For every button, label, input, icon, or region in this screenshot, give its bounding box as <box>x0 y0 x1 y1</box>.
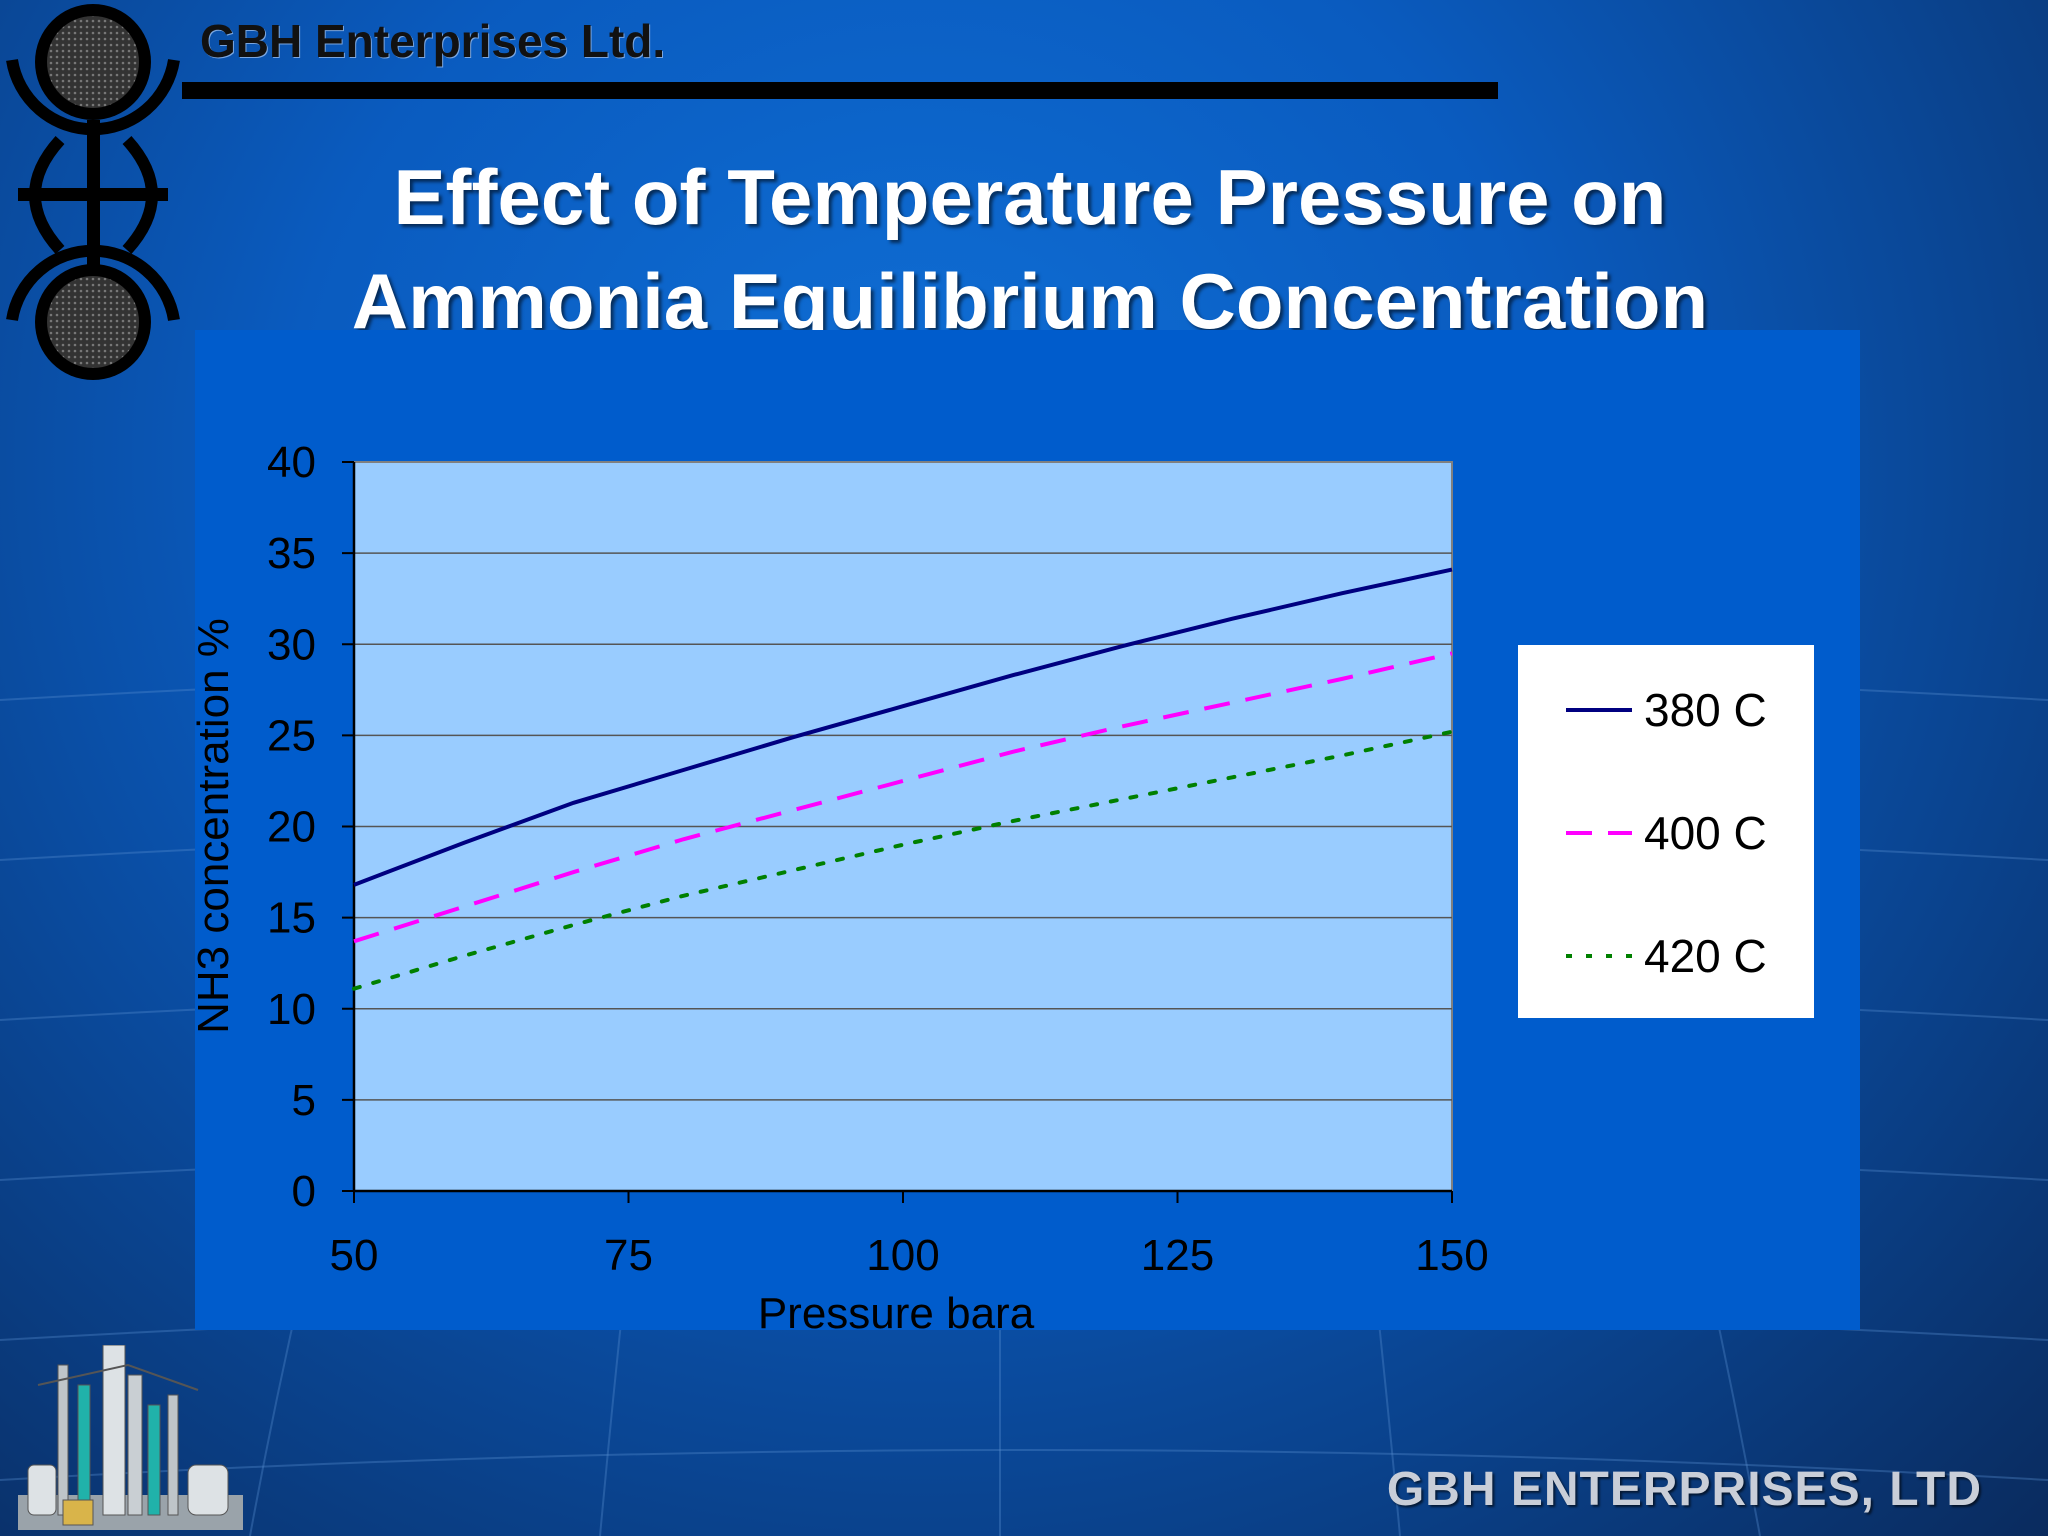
y-tick-label: 0 <box>292 1167 316 1216</box>
footer-company: GBH ENTERPRISES, LTD <box>1386 1463 1982 1516</box>
y-tick-label: 15 <box>267 894 316 943</box>
series-line-380-c <box>353 567 1453 887</box>
chemical-plant-icon <box>18 1345 243 1530</box>
legend-label-380-c: 380 C <box>1644 684 1767 736</box>
y-tick-label: 35 <box>267 529 316 578</box>
y-tick-label: 20 <box>267 803 316 852</box>
x-tick-label: 75 <box>604 1231 653 1280</box>
y-tick-label: 40 <box>267 438 316 487</box>
company-name: GBH Enterprises Ltd. <box>200 15 666 67</box>
y-tick-label: 10 <box>267 985 316 1034</box>
x-axis-label: Pressure bara <box>758 1289 1035 1338</box>
x-tick-label: 150 <box>1415 1231 1488 1280</box>
header-rule <box>182 82 1498 99</box>
y-tick-label: 30 <box>267 620 316 669</box>
x-tick-label: 50 <box>330 1231 379 1280</box>
series-line-420-c <box>352 729 1454 991</box>
y-tick-label: 25 <box>267 711 316 760</box>
gbh-emblem-icon <box>6 4 180 380</box>
x-tick-label: 100 <box>866 1231 939 1280</box>
legend: 380 C 400 C 420 C <box>1518 645 1814 1018</box>
series-line-400-c <box>353 651 1453 944</box>
legend-label-400-c: 400 C <box>1644 807 1767 859</box>
y-tick-label: 5 <box>292 1076 316 1125</box>
y-axis-label: NH3 concentration % <box>189 618 238 1034</box>
title-line-1: Effect of Temperature Pressure on <box>393 153 1667 241</box>
legend-label-420-c: 420 C <box>1644 930 1767 982</box>
x-tick-label: 125 <box>1141 1231 1214 1280</box>
